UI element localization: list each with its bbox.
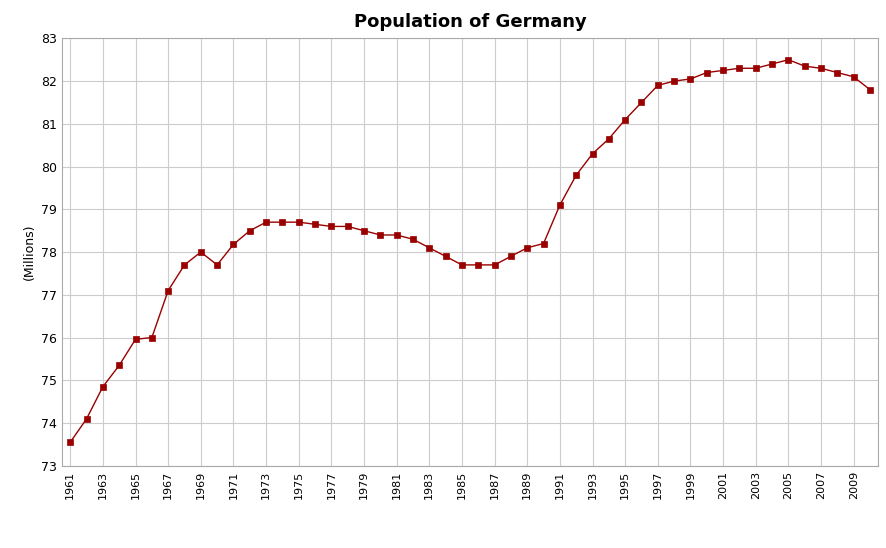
Y-axis label: (Millions): (Millions) — [23, 224, 35, 281]
Title: Population of Germany: Population of Germany — [354, 13, 586, 31]
